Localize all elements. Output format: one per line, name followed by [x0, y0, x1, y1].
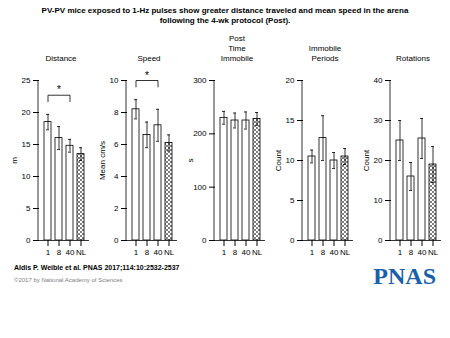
svg-text:15: 15	[22, 140, 31, 149]
svg-text:6: 6	[114, 140, 119, 149]
svg-text:NL: NL	[164, 248, 175, 257]
svg-text:NL: NL	[428, 248, 439, 257]
svg-text:40: 40	[374, 76, 383, 85]
svg-text:300: 300	[193, 76, 207, 85]
svg-text:5: 5	[26, 204, 31, 213]
svg-text:40: 40	[154, 248, 163, 257]
html-text:©2017 by National Academy of S: ©2017 by National Academy of Sciences	[14, 277, 123, 283]
svg-text:0: 0	[114, 236, 119, 245]
svg-text:4: 4	[114, 172, 119, 181]
svg-text:10: 10	[286, 156, 295, 165]
html-text:Aldis P. Weible et al. PNAS 20: Aldis P. Weible et al. PNAS 2017;114:10:…	[14, 264, 180, 271]
svg-text:*: *	[145, 70, 149, 81]
svg-text:5: 5	[290, 196, 295, 205]
svg-text:Count: Count	[274, 149, 283, 171]
svg-text:40: 40	[418, 248, 427, 257]
svg-text:8: 8	[114, 108, 119, 117]
html-text:Speed: Speed	[137, 54, 161, 63]
html-text:PV-PV mice exposed to 1-Hz pul: PV-PV mice exposed to 1-Hz pulses show g…	[41, 6, 409, 25]
svg-text:10: 10	[110, 76, 119, 85]
svg-text:8: 8	[233, 248, 238, 257]
svg-text:8: 8	[57, 248, 62, 257]
svg-text:40: 40	[66, 248, 75, 257]
svg-text:NL: NL	[252, 248, 263, 257]
svg-text:*: *	[57, 84, 61, 95]
svg-text:1: 1	[134, 248, 139, 257]
svg-text:1: 1	[398, 248, 403, 257]
svg-text:NL: NL	[340, 248, 351, 257]
html-text:Distance: Distance	[45, 54, 77, 63]
svg-text:15: 15	[286, 116, 295, 125]
svg-text:Mean cm/s: Mean cm/s	[98, 141, 107, 180]
svg-text:40: 40	[242, 248, 251, 257]
svg-text:100: 100	[193, 183, 207, 192]
svg-text:1: 1	[310, 248, 315, 257]
svg-text:10: 10	[22, 172, 31, 181]
svg-text:20: 20	[374, 156, 383, 165]
svg-text:1: 1	[222, 248, 227, 257]
svg-text:30: 30	[374, 116, 383, 125]
svg-text:Count: Count	[362, 149, 371, 171]
svg-text:25: 25	[22, 76, 31, 85]
svg-text:40: 40	[330, 248, 339, 257]
html-text:PNAS: PNAS	[373, 263, 436, 289]
svg-text:8: 8	[321, 248, 326, 257]
svg-text:m: m	[10, 157, 19, 164]
svg-text:0: 0	[26, 236, 31, 245]
svg-text:20: 20	[286, 76, 295, 85]
svg-text:2: 2	[114, 204, 119, 213]
svg-text:0: 0	[378, 236, 383, 245]
svg-text:NL: NL	[76, 248, 87, 257]
svg-text:10: 10	[374, 196, 383, 205]
svg-text:200: 200	[193, 129, 207, 138]
svg-text:s: s	[186, 159, 195, 163]
svg-text:8: 8	[145, 248, 150, 257]
svg-text:0: 0	[202, 236, 207, 245]
html-text:Immobile Periods: Immobile Periods	[308, 44, 342, 63]
svg-text:20: 20	[22, 108, 31, 117]
html-text:Post Time Immobile: Post Time Immobile	[220, 34, 254, 63]
svg-text:0: 0	[290, 236, 295, 245]
svg-text:1: 1	[46, 248, 51, 257]
svg-text:8: 8	[409, 248, 414, 257]
html-text:Rotations: Rotations	[396, 54, 430, 63]
